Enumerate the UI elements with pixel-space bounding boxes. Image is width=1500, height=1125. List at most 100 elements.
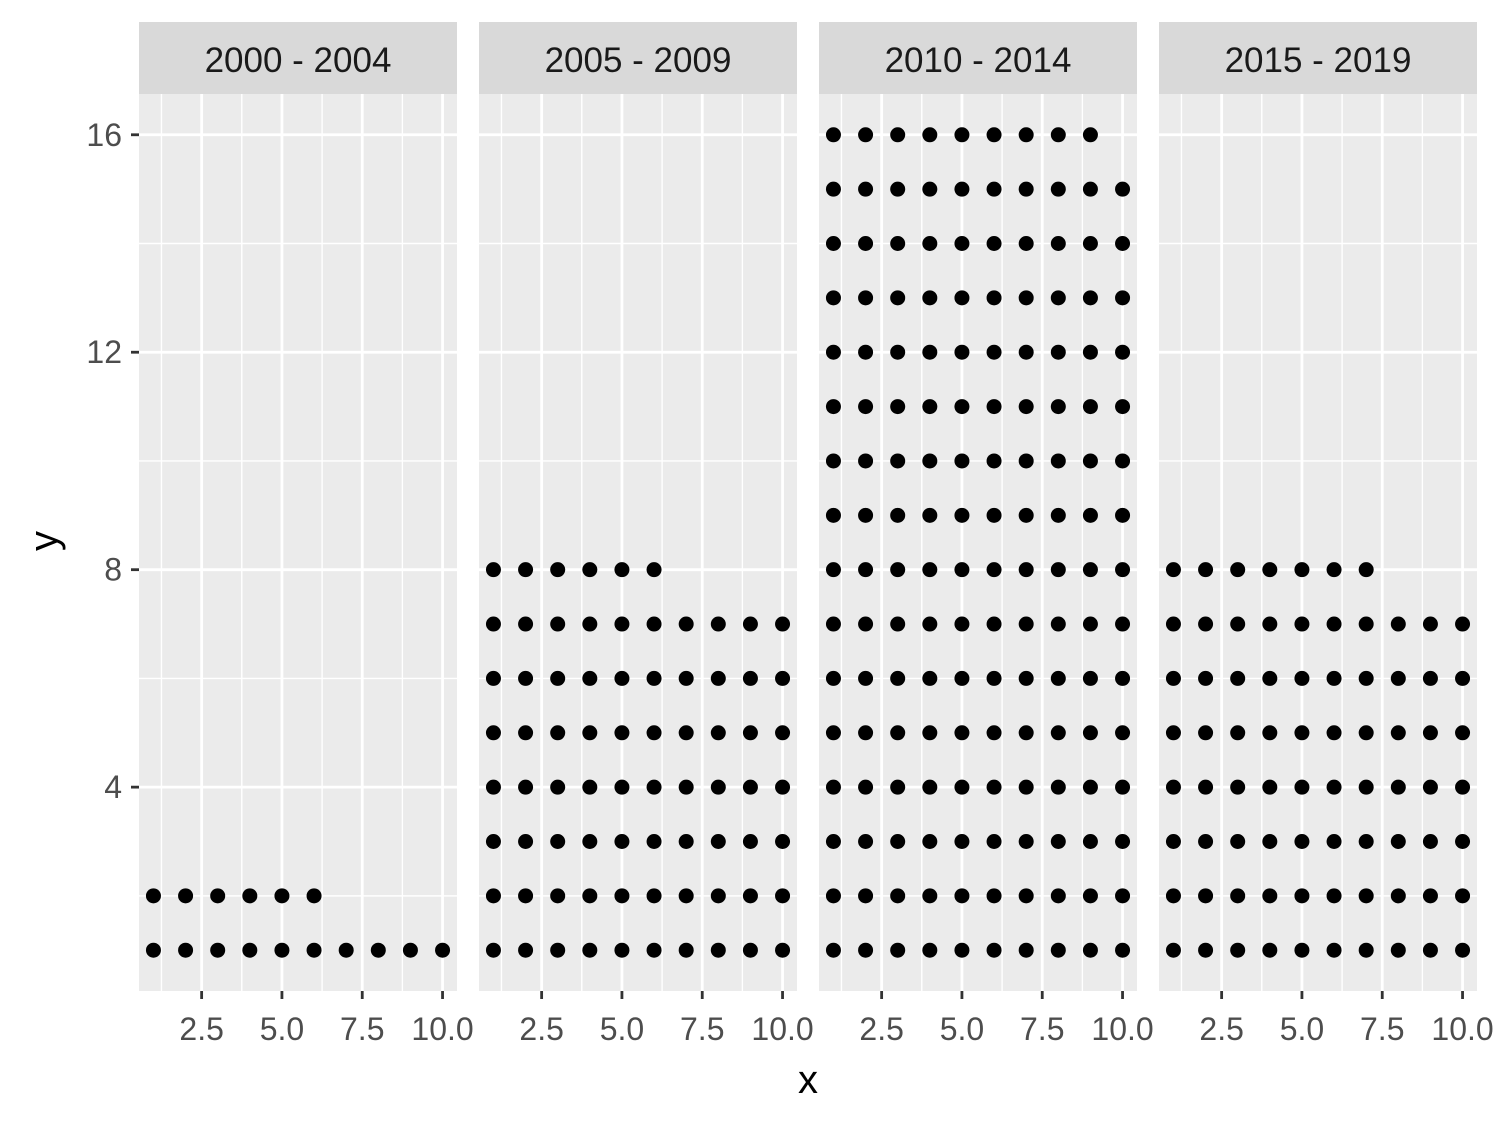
data-point bbox=[1326, 888, 1342, 904]
data-point bbox=[825, 562, 841, 578]
data-point bbox=[922, 453, 938, 469]
data-point bbox=[614, 670, 630, 686]
y-tick-label: 16 bbox=[86, 117, 122, 153]
data-point bbox=[1455, 942, 1471, 958]
data-point bbox=[1198, 888, 1214, 904]
data-point bbox=[986, 236, 1002, 251]
data-point bbox=[825, 290, 841, 306]
data-point bbox=[1390, 616, 1406, 632]
data-point bbox=[1230, 670, 1246, 686]
data-point bbox=[1050, 236, 1066, 251]
panel-background bbox=[1159, 94, 1477, 991]
data-point bbox=[775, 725, 791, 741]
data-point bbox=[1050, 888, 1066, 904]
data-point bbox=[1358, 942, 1374, 958]
data-point bbox=[582, 888, 598, 904]
x-tick-label: 2.5 bbox=[179, 1011, 223, 1047]
data-point bbox=[1115, 834, 1131, 849]
data-point bbox=[402, 942, 418, 958]
data-point bbox=[890, 616, 906, 632]
data-point bbox=[1050, 290, 1066, 306]
data-point bbox=[986, 725, 1002, 741]
data-point bbox=[1358, 670, 1374, 686]
data-point bbox=[274, 888, 290, 904]
data-point bbox=[1082, 181, 1098, 197]
data-point bbox=[1455, 616, 1471, 632]
data-point bbox=[435, 942, 451, 958]
data-point bbox=[518, 670, 534, 686]
data-point bbox=[922, 670, 938, 686]
data-point bbox=[1115, 670, 1131, 686]
data-point bbox=[1294, 834, 1310, 849]
data-point bbox=[1018, 399, 1034, 415]
data-point bbox=[178, 888, 194, 904]
data-point bbox=[646, 834, 662, 849]
data-point bbox=[922, 725, 938, 741]
data-point bbox=[1422, 888, 1438, 904]
data-point bbox=[1198, 616, 1214, 632]
data-point bbox=[1165, 670, 1181, 686]
data-point bbox=[242, 942, 258, 958]
facet-strip bbox=[819, 22, 1137, 94]
x-axis-title: x bbox=[798, 1058, 818, 1102]
x-tick-label: 2.5 bbox=[1199, 1011, 1243, 1047]
x-tick-label: 5.0 bbox=[1280, 1011, 1324, 1047]
data-point bbox=[1198, 779, 1214, 795]
data-point bbox=[274, 942, 290, 958]
data-point bbox=[858, 344, 874, 360]
data-point bbox=[242, 888, 258, 904]
data-point bbox=[986, 888, 1002, 904]
data-point bbox=[678, 942, 694, 958]
data-point bbox=[1455, 670, 1471, 686]
data-point bbox=[742, 616, 758, 632]
data-point bbox=[1262, 616, 1278, 632]
data-point bbox=[1115, 453, 1131, 469]
data-point bbox=[1422, 670, 1438, 686]
y-tick-label: 4 bbox=[104, 769, 122, 805]
data-point bbox=[145, 888, 161, 904]
data-point bbox=[1018, 236, 1034, 251]
data-point bbox=[1018, 616, 1034, 632]
data-point bbox=[1422, 725, 1438, 741]
data-point bbox=[1262, 779, 1278, 795]
data-point bbox=[858, 616, 874, 632]
data-point bbox=[614, 834, 630, 849]
data-point bbox=[1230, 942, 1246, 958]
data-point bbox=[485, 562, 501, 578]
data-point bbox=[710, 670, 726, 686]
data-point bbox=[646, 562, 662, 578]
data-point bbox=[1165, 888, 1181, 904]
data-point bbox=[1115, 725, 1131, 741]
data-point bbox=[1115, 290, 1131, 306]
data-point bbox=[986, 290, 1002, 306]
x-tick-label: 2.5 bbox=[519, 1011, 563, 1047]
data-point bbox=[742, 779, 758, 795]
data-point bbox=[1018, 507, 1034, 523]
data-point bbox=[1326, 779, 1342, 795]
data-point bbox=[858, 453, 874, 469]
data-point bbox=[710, 888, 726, 904]
data-point bbox=[742, 670, 758, 686]
data-point bbox=[825, 399, 841, 415]
data-point bbox=[1050, 344, 1066, 360]
data-point bbox=[1358, 616, 1374, 632]
data-point bbox=[1390, 779, 1406, 795]
data-point bbox=[582, 725, 598, 741]
data-point bbox=[485, 942, 501, 958]
data-point bbox=[1050, 453, 1066, 469]
data-point bbox=[1230, 834, 1246, 849]
data-point bbox=[954, 127, 970, 143]
data-point bbox=[825, 127, 841, 143]
data-point bbox=[825, 181, 841, 197]
data-point bbox=[922, 236, 938, 251]
data-point bbox=[678, 779, 694, 795]
data-point bbox=[1390, 834, 1406, 849]
data-point bbox=[954, 290, 970, 306]
data-point bbox=[1230, 616, 1246, 632]
data-point bbox=[1326, 942, 1342, 958]
data-point bbox=[1050, 670, 1066, 686]
data-point bbox=[1326, 616, 1342, 632]
data-point bbox=[922, 834, 938, 849]
data-point bbox=[1082, 507, 1098, 523]
